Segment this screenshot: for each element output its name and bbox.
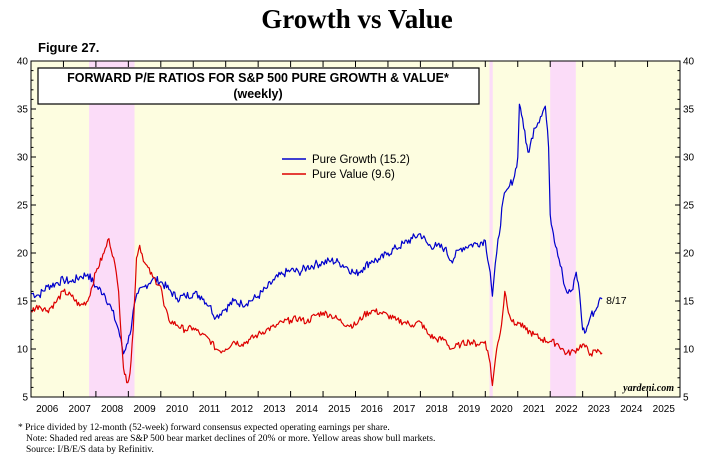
y-tick-label-left: 25 [17, 201, 29, 212]
y-tick-label-left: 30 [17, 153, 29, 164]
x-tick-label: 2021 [523, 404, 546, 415]
x-tick-label: 2014 [296, 404, 319, 415]
bear-market-band [550, 61, 576, 397]
x-tick-label: 2020 [490, 404, 513, 415]
series-line-value [30, 238, 603, 387]
y-tick-label-left: 20 [17, 249, 29, 260]
x-tick-label: 2024 [620, 404, 643, 415]
x-tick-label: 2019 [458, 404, 481, 415]
end-date-annotation: 8/17 [606, 295, 627, 307]
x-tick-label: 2007 [69, 404, 92, 415]
y-tick-label-right: 30 [683, 153, 695, 164]
watermark: yardeni.com [622, 383, 674, 394]
y-tick-label-left: 35 [17, 105, 29, 116]
x-tick-label: 2016 [361, 404, 384, 415]
y-tick-label-right: 25 [683, 201, 695, 212]
x-tick-label: 2006 [36, 404, 59, 415]
y-tick-label-right: 10 [683, 345, 695, 356]
x-tick-label: 2018 [426, 404, 449, 415]
bear-market-band [489, 61, 493, 397]
x-tick-label: 2022 [555, 404, 578, 415]
y-tick-label-left: 15 [17, 297, 29, 308]
x-tick-label: 2023 [588, 404, 611, 415]
y-tick-label-right: 5 [683, 393, 689, 404]
footnote-definition: * Price divided by 12-month (52-week) fo… [18, 423, 390, 433]
y-tick-label-right: 40 [683, 57, 695, 68]
x-tick-label: 2008 [101, 404, 124, 415]
legend-label: Pure Growth (15.2) [312, 154, 410, 166]
series-line-growth [30, 103, 603, 355]
y-tick-label-right: 20 [683, 249, 695, 260]
x-tick-label: 2012 [231, 404, 254, 415]
figure-label: Figure 27. [38, 40, 100, 55]
legend-label: Pure Value (9.6) [312, 169, 395, 181]
chart-title-box [37, 67, 480, 105]
x-tick-label: 2015 [328, 404, 351, 415]
y-tick-label-right: 15 [683, 297, 695, 308]
y-tick-label-right: 35 [683, 105, 695, 116]
x-tick-label: 2010 [166, 404, 189, 415]
x-tick-label: 2013 [263, 404, 286, 415]
y-tick-label-left: 5 [22, 393, 28, 404]
x-tick-label: 2009 [133, 404, 156, 415]
bear-market-band [89, 61, 135, 397]
x-tick-label: 2017 [393, 404, 416, 415]
y-tick-label-left: 10 [17, 345, 29, 356]
footnote-source: Source: I/B/E/S data by Refinitiv. [26, 445, 154, 455]
footnotes: * Price divided by 12-month (52-week) fo… [18, 423, 435, 456]
footnote-note: Note: Shaded red areas are S&P 500 bear … [26, 434, 436, 444]
y-tick-label-left: 40 [17, 57, 29, 68]
chart-subtitle: (weekly) [233, 87, 282, 101]
x-tick-label: 2011 [199, 404, 221, 415]
x-tick-label: 2025 [653, 404, 676, 415]
chart-title: FORWARD P/E RATIOS FOR S&P 500 PURE GROW… [67, 71, 449, 85]
page-title: Growth vs Value [261, 4, 453, 34]
